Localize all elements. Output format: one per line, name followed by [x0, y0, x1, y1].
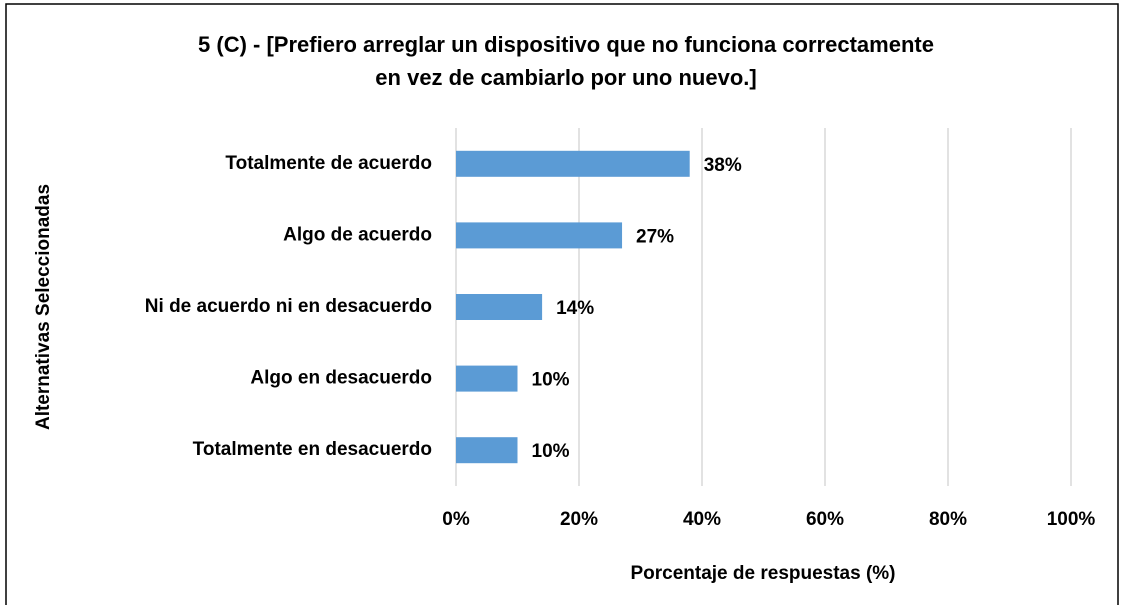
bar — [456, 150, 690, 177]
bar — [456, 437, 518, 464]
value-label: 27% — [636, 226, 674, 247]
x-tick-label: 20% — [560, 509, 598, 530]
chart-title: en vez de cambiarlo por uno nuevo.] — [375, 65, 756, 90]
chart-frame — [5, 3, 1119, 605]
chart-title: 5 (C) - [Prefiero arreglar un dispositiv… — [198, 32, 934, 57]
x-tick-label: 40% — [683, 509, 721, 530]
x-axis-label: Porcentaje de respuestas (%) — [630, 563, 895, 584]
y-tick-label: Algo en desacuerdo — [250, 368, 432, 389]
y-tick-label: Ni de acuerdo ni en desacuerdo — [145, 296, 432, 317]
y-tick-label: Totalmente en desacuerdo — [193, 439, 432, 460]
x-tick-label: 80% — [929, 509, 967, 530]
value-label: 10% — [532, 370, 570, 391]
value-label: 14% — [556, 298, 594, 319]
value-label: 10% — [532, 441, 570, 462]
bar — [456, 294, 543, 320]
x-tick-label: 0% — [442, 509, 470, 530]
y-tick-label: Totalmente de acuerdo — [225, 153, 432, 174]
y-tick-label: Algo de acuerdo — [283, 224, 432, 245]
x-tick-label: 60% — [806, 509, 844, 530]
y-axis-label: Alternativas Seleccionadas — [33, 184, 54, 430]
bar — [456, 222, 623, 249]
bar — [456, 365, 518, 392]
x-tick-label: 100% — [1047, 509, 1096, 530]
value-label: 38% — [704, 155, 742, 176]
